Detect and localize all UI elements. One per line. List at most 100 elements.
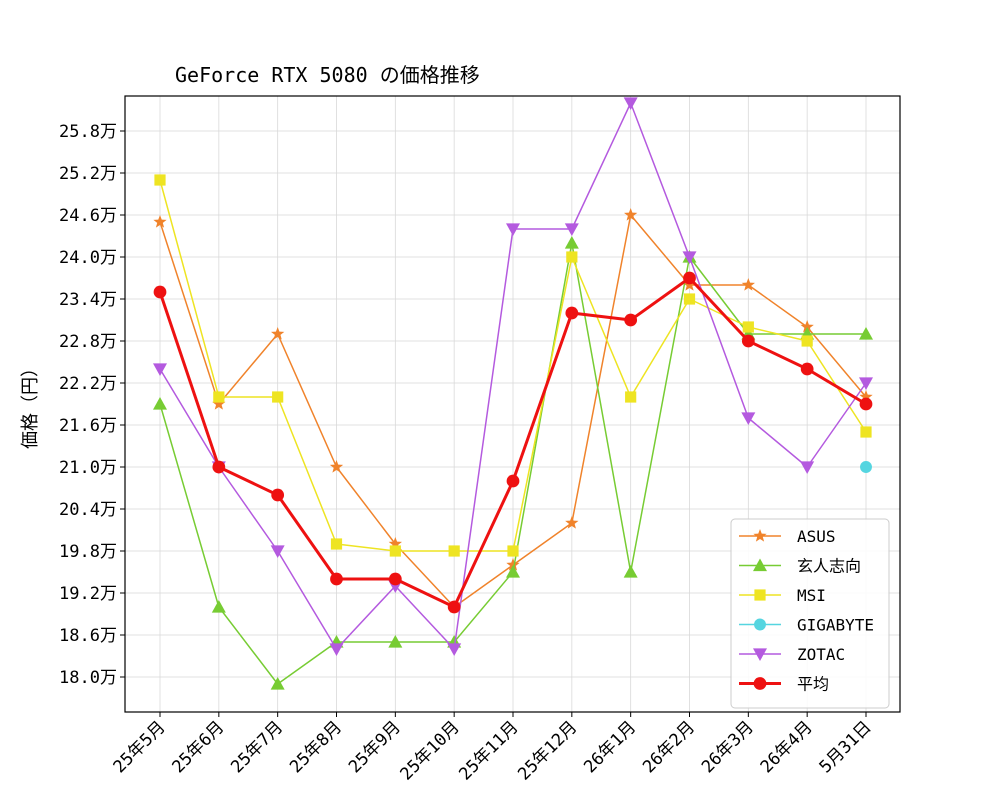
- legend-label: ASUS: [797, 527, 836, 546]
- data-point: [506, 474, 520, 488]
- legend-item: ZOTAC: [739, 645, 845, 664]
- data-point: [800, 461, 815, 474]
- data-point: [447, 643, 462, 656]
- legend-marker: [753, 558, 767, 572]
- x-tick-label: 26年4月: [757, 717, 817, 777]
- data-point: [566, 251, 578, 263]
- data-point: [153, 215, 167, 228]
- series-layer: [153, 97, 873, 690]
- legend-marker: [753, 529, 767, 542]
- data-point: [859, 390, 873, 403]
- data-point: [507, 545, 519, 557]
- x-tick-label: 25年7月: [227, 717, 287, 777]
- data-point: [801, 335, 813, 347]
- legend: ASUS 玄人志向 MSI GIGABYTE ZOTAC 平均: [730, 518, 890, 709]
- data-point: [859, 377, 873, 390]
- data-point: [623, 97, 638, 110]
- data-point: [624, 313, 638, 327]
- series-gigabyte: [860, 461, 872, 473]
- legend-label: 平均: [797, 675, 829, 694]
- data-point: [330, 572, 343, 586]
- legend-item: 玄人志向: [739, 557, 861, 576]
- data-point: [624, 208, 638, 221]
- data-point: [153, 363, 167, 376]
- y-tick-label: 24.0万: [59, 248, 117, 268]
- data-point: [625, 391, 637, 403]
- data-point: [741, 278, 755, 291]
- x-tick-label: 25年11月: [455, 717, 522, 784]
- data-point: [564, 236, 579, 249]
- data-point: [506, 565, 520, 578]
- y-tick-label: 25.8万: [59, 122, 117, 142]
- legend-marker: [753, 648, 767, 661]
- chart-title: GeForce RTX 5080 の価格推移: [175, 63, 480, 87]
- data-point: [506, 223, 520, 236]
- data-point: [800, 320, 814, 333]
- data-point: [153, 285, 167, 299]
- data-point: [565, 306, 579, 320]
- legend-marker: [754, 589, 766, 601]
- x-tick-label: 26年1月: [580, 717, 640, 777]
- series-msi: [154, 174, 872, 557]
- data-point: [271, 327, 285, 340]
- data-point: [564, 223, 579, 236]
- legend-label: GIGABYTE: [797, 616, 874, 635]
- data-point: [623, 565, 638, 578]
- x-tick-label: 25年9月: [345, 717, 405, 777]
- y-axis-title: 価格（円）: [20, 359, 41, 449]
- legend-marker: [753, 677, 767, 690]
- data-point: [741, 412, 756, 425]
- data-point: [860, 461, 872, 473]
- series--: [153, 271, 873, 614]
- x-tick-label: 25年6月: [168, 717, 228, 777]
- data-point: [682, 251, 697, 264]
- y-tick-label: 19.8万: [59, 542, 117, 562]
- x-tick-label: 25年8月: [286, 717, 346, 777]
- x-tick-label: 25年12月: [514, 717, 581, 784]
- y-tick-label: 18.0万: [59, 668, 117, 688]
- y-tick-label: 21.0万: [59, 458, 117, 478]
- x-tick-label: 5月31日: [816, 717, 876, 777]
- data-point: [270, 677, 285, 690]
- data-point: [859, 397, 873, 411]
- data-point: [448, 545, 460, 557]
- y-tick-label: 20.4万: [59, 500, 117, 520]
- data-point: [506, 558, 520, 571]
- data-point: [565, 516, 579, 529]
- y-tick-label: 22.8万: [59, 332, 117, 352]
- data-point: [213, 391, 225, 403]
- data-point: [270, 545, 285, 558]
- data-point: [683, 293, 696, 305]
- y-tick-label: 24.6万: [59, 206, 117, 226]
- data-point: [388, 572, 402, 586]
- data-point: [153, 397, 167, 410]
- data-point: [330, 538, 343, 550]
- data-point: [154, 174, 166, 186]
- data-point: [447, 600, 461, 614]
- data-point: [800, 362, 814, 376]
- data-point: [388, 635, 403, 648]
- x-tick-label: 25年10月: [397, 717, 464, 784]
- y-tick-label: 18.6万: [59, 626, 117, 646]
- legend-label: 玄人志向: [797, 557, 861, 576]
- y-tick-label: 25.2万: [59, 164, 117, 184]
- data-point: [212, 397, 226, 410]
- data-point: [742, 321, 754, 333]
- data-point: [683, 271, 696, 285]
- data-point: [329, 460, 344, 473]
- legend-label: MSI: [797, 586, 826, 605]
- data-point: [741, 334, 755, 348]
- data-point: [389, 545, 401, 557]
- legend-label: ZOTAC: [797, 645, 845, 664]
- x-tick-label: 25年5月: [110, 717, 170, 777]
- y-tick-label: 19.2万: [59, 584, 117, 604]
- y-tick-label: 21.6万: [59, 416, 117, 436]
- y-tick-label: 22.2万: [59, 374, 117, 394]
- data-point: [859, 327, 873, 340]
- data-point: [329, 643, 344, 656]
- legend-marker: [754, 618, 766, 631]
- legend-item: ASUS: [739, 527, 836, 546]
- y-tick-label: 23.4万: [59, 290, 117, 310]
